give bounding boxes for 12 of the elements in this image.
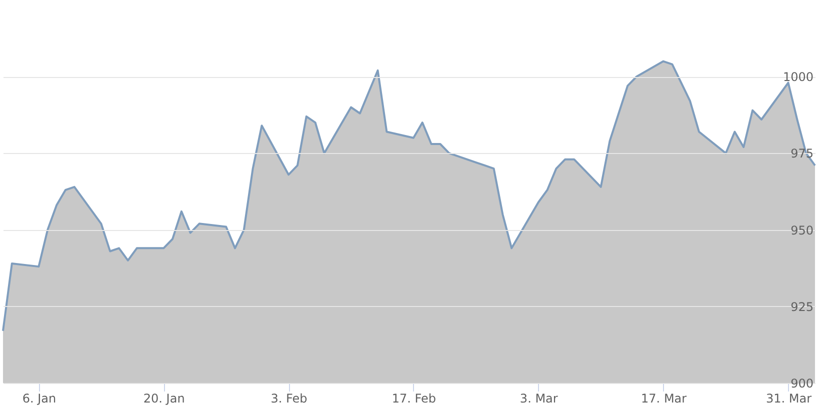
y-tick-label: 900 bbox=[790, 376, 814, 390]
x-tick-label: 20. Jan bbox=[143, 392, 185, 406]
y-tick-label: 975 bbox=[790, 146, 814, 161]
x-tick-label: 3. Mar bbox=[520, 392, 558, 406]
x-tick-label: 17. Feb bbox=[392, 392, 436, 406]
y-tick-label: 1000 bbox=[782, 70, 814, 84]
x-tick-label: 17. Mar bbox=[641, 392, 687, 406]
x-tick-label: 3. Feb bbox=[270, 392, 308, 406]
x-tick-label: 6. Jan bbox=[22, 392, 56, 406]
y-tick-label: 950 bbox=[790, 223, 814, 238]
y-tick-label: 925 bbox=[790, 300, 814, 314]
x-tick-label: 31. Mar bbox=[766, 392, 812, 406]
